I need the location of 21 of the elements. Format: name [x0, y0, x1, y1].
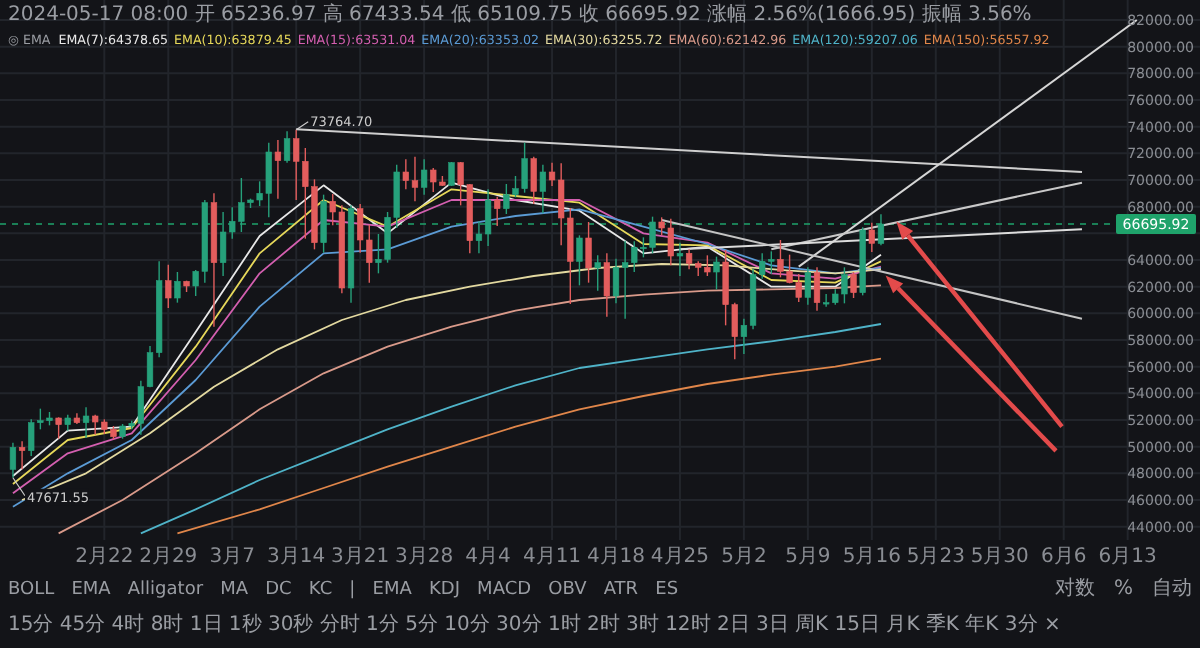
x-tick-label: 5月16	[842, 546, 901, 568]
x-tick-label: 4月18	[586, 546, 646, 568]
x-tick-label: 6月6	[1040, 546, 1087, 568]
x-tick-label: 4月25	[650, 546, 710, 568]
annotation: 2024-05-17 08:00 开 65236.97 高 67433.54 低 65109.75 收 66695.92 涨幅 2.56%(1666.95) 振幅 3.56%	[8, 2, 1032, 26]
x-tick-label: 5月2	[721, 546, 767, 568]
x-tick-label: 4月11	[522, 546, 582, 568]
x-tick-label: 5月30	[970, 546, 1029, 568]
x-tick-label: 3月7	[209, 546, 255, 568]
x-tick-label: 2月22	[75, 546, 134, 568]
text: BOLL EMA Alligator MA DC KC | EMA KDJ MACD OBV ATR ES	[8, 580, 679, 600]
x-tick-label: 5月23	[906, 546, 965, 568]
x-tick-label: 6月13	[1098, 546, 1157, 568]
x-tick-label: 3月28	[395, 546, 454, 568]
text: 15分 45分 4时 8时 1日 1秒 30秒 分时 1分 5分 10分 30分 1时 2时 3时 12时 2日 3日 周K 15日 月K 季K 年K 3分 ×	[8, 612, 1061, 636]
x-tick-label: 3月21	[331, 546, 390, 568]
x-tick-label: 3月14	[267, 546, 326, 568]
x-tick-label: 4月4	[465, 546, 511, 568]
x-tick-label: 2月29	[139, 546, 198, 568]
x-tick-label: 5月9	[785, 546, 831, 568]
text: 对数 % 自动	[1054, 576, 1192, 600]
